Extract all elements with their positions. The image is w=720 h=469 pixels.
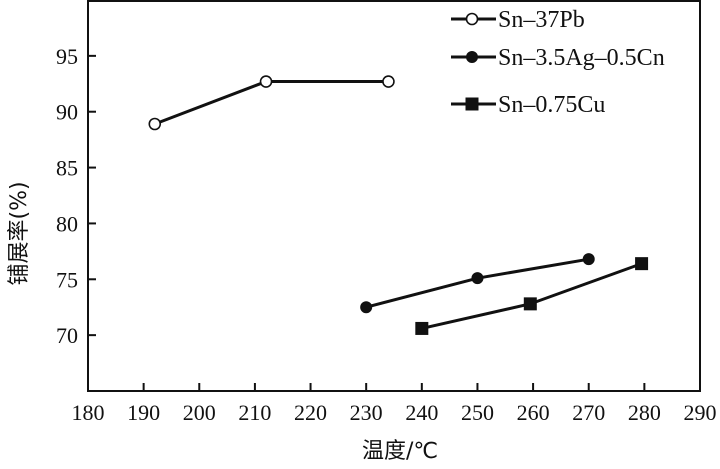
data-point-sn-3-5ag-0-5cn [471, 272, 484, 285]
x-tick-label: 280 [628, 400, 661, 425]
x-tick-label: 230 [350, 400, 383, 425]
legend-label: Sn–37Pb [498, 7, 585, 33]
y-axis-label: 铺展率(%) [7, 181, 32, 285]
series-line-sn-37pb [154, 80, 389, 126]
x-tick-label: 220 [294, 400, 327, 425]
x-axis-label: 温度/℃ [362, 439, 438, 464]
series-line-sn-0-75cu [421, 262, 643, 330]
plot-frame [87, 0, 701, 392]
legend-marker [465, 12, 479, 26]
x-tick-label: 260 [517, 400, 550, 425]
data-point-sn-0-75cu [635, 257, 649, 271]
y-tick-label: 70 [56, 323, 78, 348]
x-tick-label: 190 [127, 400, 160, 425]
legend-item-sn-37pb: Sn–37Pb [451, 7, 585, 33]
x-tick-label: 240 [405, 400, 438, 425]
legend-marker [466, 51, 478, 63]
y-tick-label: 75 [56, 267, 78, 292]
legend-label: Sn–3.5Ag–0.5Cn [498, 45, 665, 71]
data-point-sn-0-75cu [523, 297, 537, 311]
x-tick-label: 180 [72, 400, 105, 425]
y-tick-label: 95 [56, 44, 78, 69]
y-tick-label: 85 [56, 156, 78, 181]
data-point-sn-37pb [259, 75, 273, 88]
axes [87, 0, 701, 392]
y-tick-label: 80 [56, 211, 78, 236]
series-layer [148, 75, 649, 335]
series-sn-0-75cu [415, 257, 649, 335]
y-tick-label: 90 [56, 100, 78, 125]
x-tick-label: 270 [572, 400, 605, 425]
legend: Sn–37Pb Sn–3.5Ag–0.5Cn Sn–0.75Cu [451, 7, 665, 118]
legend-item-sn-3-5ag-0-5cn: Sn–3.5Ag–0.5Cn [451, 45, 665, 71]
x-tick-label: 200 [183, 400, 216, 425]
ticks: 180 190 200 210 220 230 240 250 260 270 280 290 70 75… [56, 44, 717, 425]
x-tick-label: 250 [461, 400, 494, 425]
x-tick-label: 210 [238, 400, 271, 425]
legend-item-sn-0-75cu: Sn–0.75Cu [451, 92, 605, 118]
data-point-sn-3-5ag-0-5cn [582, 253, 595, 266]
legend-label: Sn–0.75Cu [498, 92, 605, 118]
x-tick-label: 290 [684, 400, 717, 425]
data-point-sn-37pb [382, 75, 395, 88]
series-sn-3-5ag-0-5cn [360, 253, 595, 314]
series-sn-37pb [148, 75, 395, 131]
data-point-sn-37pb [148, 117, 162, 131]
data-point-sn-3-5ag-0-5cn [360, 301, 373, 314]
legend-marker [465, 97, 479, 111]
data-point-sn-0-75cu [415, 321, 429, 335]
